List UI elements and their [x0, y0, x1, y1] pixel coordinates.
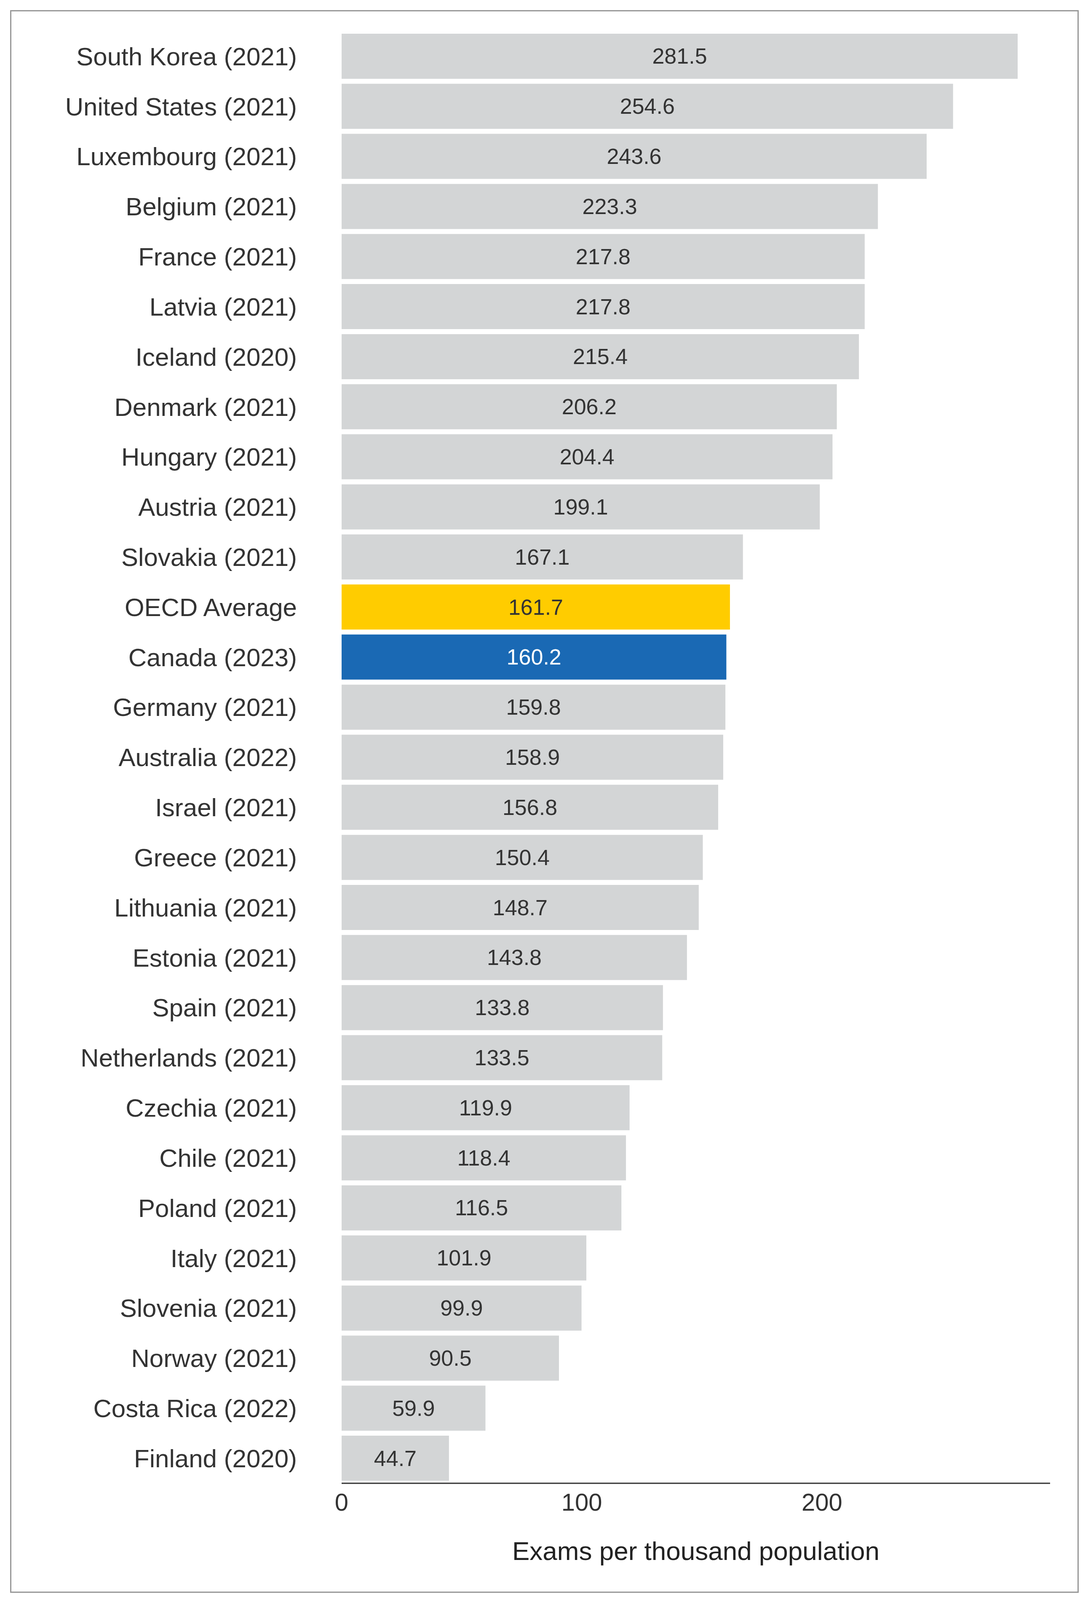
- svg-text:99.9: 99.9: [440, 1295, 483, 1320]
- svg-text:199.1: 199.1: [553, 494, 609, 519]
- svg-text:Exams per thousand population: Exams per thousand population: [512, 1535, 880, 1565]
- svg-text:148.7: 148.7: [492, 895, 548, 920]
- svg-text:OECD Average: OECD Average: [124, 593, 297, 622]
- svg-text:Hungary (2021): Hungary (2021): [121, 442, 297, 471]
- svg-text:116.5: 116.5: [454, 1194, 508, 1220]
- svg-text:217.8: 217.8: [575, 244, 631, 269]
- svg-text:Canada (2023): Canada (2023): [128, 643, 297, 672]
- svg-text:Chile (2021): Chile (2021): [159, 1143, 297, 1172]
- svg-text:Slovenia (2021): Slovenia (2021): [120, 1293, 297, 1322]
- svg-text:133.8: 133.8: [474, 994, 530, 1020]
- svg-text:200: 200: [801, 1487, 843, 1516]
- svg-text:Lithuania (2021): Lithuania (2021): [114, 893, 297, 922]
- svg-text:204.4: 204.4: [559, 444, 615, 469]
- svg-text:Spain (2021): Spain (2021): [152, 993, 297, 1022]
- svg-text:Luxembourg (2021): Luxembourg (2021): [76, 142, 297, 171]
- svg-text:160.2: 160.2: [506, 644, 562, 669]
- svg-text:206.2: 206.2: [561, 394, 617, 419]
- svg-text:Israel (2021): Israel (2021): [155, 793, 297, 822]
- svg-text:281.5: 281.5: [652, 43, 707, 69]
- svg-text:Netherlands (2021): Netherlands (2021): [80, 1043, 297, 1072]
- svg-text:44.7: 44.7: [374, 1445, 417, 1471]
- svg-text:Estonia (2021): Estonia (2021): [132, 943, 297, 972]
- svg-text:Norway (2021): Norway (2021): [131, 1343, 298, 1372]
- svg-text:100: 100: [561, 1487, 603, 1516]
- svg-text:Finland (2020): Finland (2020): [133, 1443, 297, 1473]
- svg-text:Belgium (2021): Belgium (2021): [125, 192, 297, 221]
- svg-text:Latvia (2021): Latvia (2021): [149, 292, 297, 321]
- svg-text:156.8: 156.8: [502, 794, 558, 820]
- svg-text:Costa Rica (2022): Costa Rica (2022): [93, 1393, 297, 1423]
- svg-text:243.6: 243.6: [606, 144, 662, 169]
- svg-text:217.8: 217.8: [575, 294, 631, 319]
- svg-text:90.5: 90.5: [428, 1345, 472, 1370]
- svg-text:150.4: 150.4: [494, 844, 550, 870]
- svg-text:Poland (2021): Poland (2021): [138, 1193, 297, 1222]
- svg-text:254.6: 254.6: [620, 93, 675, 119]
- svg-text:France (2021): France (2021): [138, 242, 297, 271]
- svg-text:159.8: 159.8: [505, 694, 561, 720]
- svg-text:United States (2021): United States (2021): [65, 92, 297, 121]
- svg-text:158.9: 158.9: [505, 744, 560, 770]
- svg-text:Czechia (2021): Czechia (2021): [125, 1093, 297, 1122]
- svg-text:59.9: 59.9: [392, 1395, 435, 1420]
- svg-text:167.1: 167.1: [514, 544, 570, 570]
- svg-text:Iceland (2020): Iceland (2020): [135, 342, 297, 372]
- svg-text:119.9: 119.9: [459, 1095, 513, 1120]
- svg-text:Slovakia (2021): Slovakia (2021): [121, 542, 297, 572]
- svg-text:Denmark (2021): Denmark (2021): [114, 392, 297, 422]
- svg-text:0: 0: [334, 1487, 349, 1516]
- svg-text:223.3: 223.3: [582, 194, 638, 219]
- svg-text:161.7: 161.7: [508, 594, 564, 620]
- svg-text:101.9: 101.9: [436, 1245, 492, 1270]
- svg-text:118.4: 118.4: [457, 1145, 511, 1170]
- svg-text:Italy (2021): Italy (2021): [170, 1243, 297, 1273]
- svg-text:Australia (2022): Australia (2022): [118, 743, 297, 772]
- svg-text:133.5: 133.5: [474, 1045, 530, 1070]
- svg-text:215.4: 215.4: [572, 344, 628, 369]
- svg-text:Germany (2021): Germany (2021): [112, 692, 297, 722]
- svg-text:143.8: 143.8: [486, 944, 542, 970]
- svg-text:Greece (2021): Greece (2021): [133, 843, 297, 872]
- svg-text:Austria (2021): Austria (2021): [138, 492, 297, 522]
- svg-text:South Korea (2021): South Korea (2021): [76, 42, 297, 71]
